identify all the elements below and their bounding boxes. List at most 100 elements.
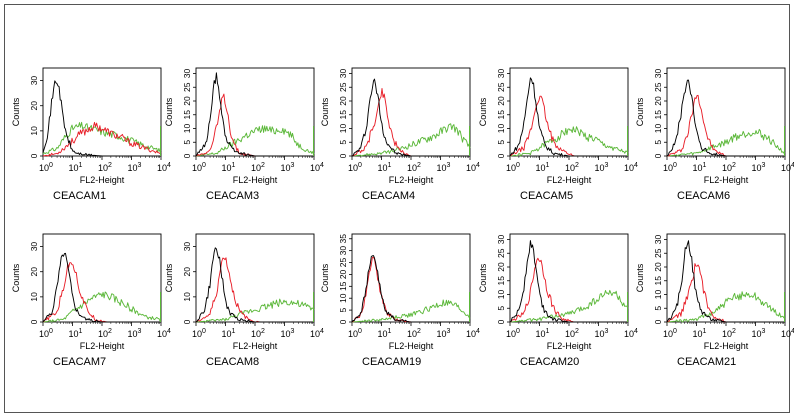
y-axis-label: Counts — [164, 263, 174, 292]
series-red — [42, 121, 162, 157]
series-green — [509, 289, 629, 323]
x-tick-label: 101 — [69, 162, 83, 173]
y-tick-label: 0 — [496, 153, 506, 158]
series-black — [352, 78, 470, 157]
panel-caption: CEACAM7 — [53, 356, 107, 368]
y-tick-label: 10 — [338, 124, 348, 134]
x-tick-label: 104 — [624, 162, 638, 173]
y-tick-label: 20 — [496, 262, 506, 272]
x-tick-label: 101 — [69, 328, 83, 339]
y-tick-label: 15 — [338, 281, 348, 291]
y-tick-label: 25 — [653, 248, 663, 258]
y-tick-label: 30 — [182, 69, 192, 79]
panel-ceacam7: 100 101 102 103 104 0 10 20 30 FL2-Height Counts — [11, 233, 171, 351]
x-tick-label: 102 — [98, 328, 112, 339]
x-tick-label: 101 — [378, 328, 392, 339]
series-green — [351, 299, 471, 323]
y-tick-label: 30 — [338, 69, 348, 79]
series-black — [42, 80, 161, 157]
series-green — [666, 291, 786, 323]
panel-caption: CEACAM19 — [362, 356, 422, 368]
series-black — [42, 252, 161, 323]
x-axis-label: FL2-Height — [80, 175, 125, 185]
x-tick-label: 100 — [348, 162, 362, 173]
x-tick-label: 102 — [722, 328, 736, 339]
x-tick-label: 100 — [39, 328, 53, 339]
y-axis-label: Counts — [320, 97, 330, 126]
y-tick-label: 30 — [338, 246, 348, 256]
x-tick-label: 103 — [437, 162, 451, 173]
y-tick-label: 5 — [338, 140, 348, 145]
series-red — [666, 94, 785, 157]
x-tick-label: 101 — [693, 328, 707, 339]
y-tick-label: 10 — [29, 126, 39, 136]
y-tick-label: 25 — [496, 82, 506, 92]
x-tick-label: 100 — [506, 162, 520, 173]
x-tick-label: 101 — [222, 162, 236, 173]
y-tick-label: 0 — [338, 319, 348, 324]
x-axis-label: FL2-Height — [233, 175, 278, 185]
y-tick-label: 20 — [29, 267, 39, 277]
series-red — [195, 257, 314, 323]
series-black — [509, 240, 628, 323]
y-tick-label: 10 — [653, 290, 663, 300]
x-tick-label: 100 — [39, 162, 53, 173]
y-tick-label: 5 — [496, 306, 506, 311]
y-tick-label: 15 — [496, 110, 506, 120]
plot-frame — [509, 67, 629, 157]
x-tick-label: 103 — [128, 162, 142, 173]
panel-caption: CEACAM20 — [520, 356, 580, 368]
x-tick-label: 104 — [310, 328, 324, 339]
plot-frame — [351, 67, 471, 157]
x-tick-label: 102 — [407, 328, 421, 339]
y-tick-label: 20 — [653, 262, 663, 272]
y-tick-label: 35 — [338, 234, 348, 244]
y-tick-label: 10 — [653, 124, 663, 134]
y-tick-label: 0 — [338, 153, 348, 158]
y-tick-label: 20 — [338, 269, 348, 279]
x-tick-label: 100 — [663, 162, 677, 173]
panel-caption: CEACAM1 — [53, 190, 107, 202]
x-tick-label: 100 — [663, 328, 677, 339]
y-tick-label: 30 — [29, 242, 39, 252]
x-tick-label: 104 — [624, 328, 638, 339]
series-black — [666, 240, 785, 323]
x-tick-label: 102 — [407, 162, 421, 173]
x-tick-label: 101 — [378, 162, 392, 173]
x-axis-label: FL2-Height — [704, 175, 749, 185]
y-tick-label: 10 — [29, 292, 39, 302]
panel-ceacam5: 100 101 102 103 104 0 5 10 15 20 25 30 FL2-Height Cou… — [478, 67, 638, 185]
plot-frame — [351, 233, 471, 323]
x-tick-label: 101 — [222, 328, 236, 339]
series-black — [195, 72, 314, 157]
x-tick-label: 100 — [192, 162, 206, 173]
series-red — [42, 262, 161, 323]
x-axis-label: FL2-Height — [80, 341, 125, 351]
y-tick-label: 10 — [182, 292, 192, 302]
y-axis-label: Counts — [11, 97, 21, 126]
x-axis-label: FL2-Height — [547, 175, 592, 185]
x-tick-label: 101 — [693, 162, 707, 173]
y-tick-label: 20 — [182, 267, 192, 277]
panel-ceacam1: 100 101 102 103 104 0 10 20 30 FL2-Height Counts — [11, 67, 171, 185]
panel-ceacam3: 100 101 102 103 104 0 5 10 15 20 25 30 FL2-Height Cou… — [164, 67, 324, 185]
y-axis-label: Counts — [635, 263, 645, 292]
panel-caption: CEACAM21 — [677, 356, 737, 368]
y-tick-label: 5 — [496, 140, 506, 145]
panel-ceacam8: 100 101 102 103 104 0 10 20 30 FL2-Height Counts — [164, 233, 324, 351]
x-tick-label: 104 — [310, 162, 324, 173]
y-tick-label: 10 — [496, 290, 506, 300]
x-tick-label: 102 — [251, 328, 265, 339]
series-red — [666, 263, 785, 323]
series-green — [42, 291, 162, 323]
y-axis-label: Counts — [11, 263, 21, 292]
panel-ceacam6: 100 101 102 103 104 0 5 10 15 20 25 30 FL2-Height Cou… — [635, 67, 794, 185]
series-black — [509, 77, 628, 157]
series-green — [666, 128, 786, 157]
x-axis-label: FL2-Height — [389, 341, 434, 351]
series-black — [195, 247, 314, 323]
panel-caption: CEACAM3 — [206, 190, 260, 202]
y-tick-label: 20 — [496, 96, 506, 106]
series-red — [509, 257, 628, 323]
